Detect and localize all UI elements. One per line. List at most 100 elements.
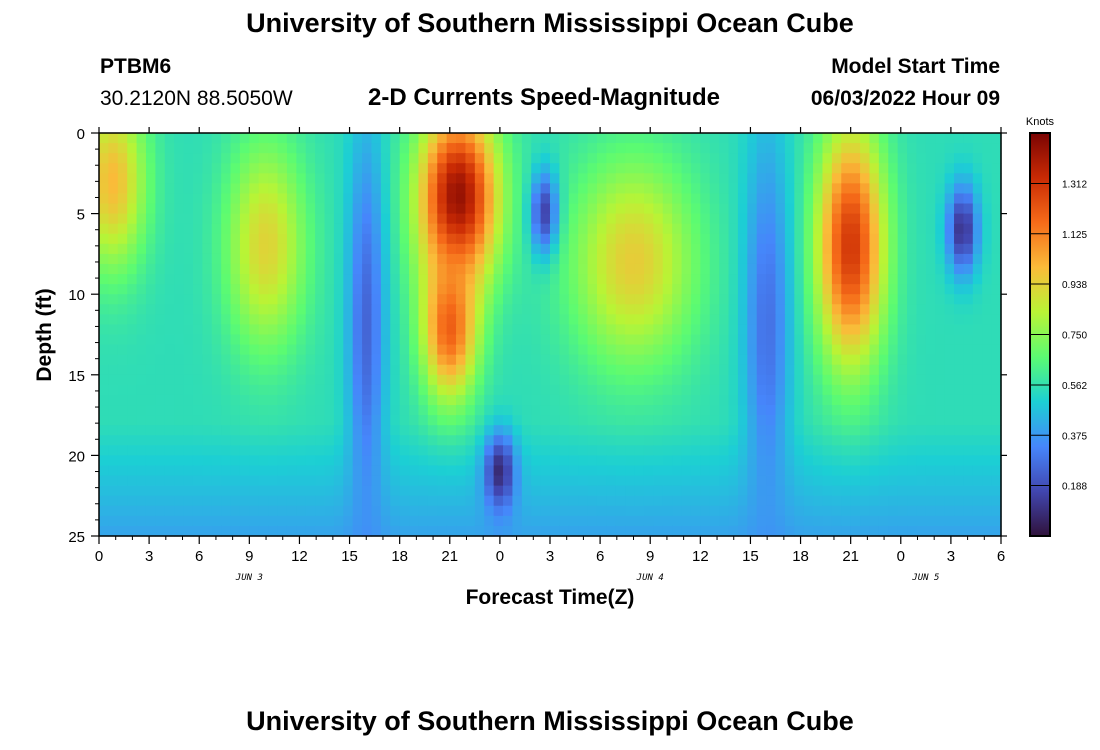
heatmap-cell [540, 163, 551, 174]
heatmap-cell [164, 384, 175, 396]
heatmap-cell [766, 143, 777, 154]
heatmap-cell [568, 344, 579, 356]
heatmap-cell [305, 435, 316, 446]
x-tick-label: 18 [792, 548, 809, 565]
heatmap-cell [202, 344, 213, 356]
heatmap-cell [155, 304, 166, 315]
heatmap-cell [493, 384, 504, 396]
heatmap-cell [615, 263, 626, 275]
heatmap-cell [258, 425, 269, 436]
heatmap-cell [531, 263, 542, 275]
heatmap-cell [634, 213, 645, 225]
heatmap-cell [681, 304, 692, 315]
heatmap-cell [268, 405, 279, 416]
heatmap-cell [155, 223, 166, 235]
heatmap-cell [371, 294, 382, 305]
heatmap-cell [869, 415, 880, 426]
heatmap-cell [456, 153, 467, 164]
heatmap-cell [747, 314, 758, 326]
heatmap-cell [690, 133, 701, 144]
heatmap-cell [352, 203, 363, 215]
heatmap-cell [700, 465, 711, 477]
heatmap-cell [493, 253, 504, 265]
heatmap-cell [615, 354, 626, 366]
heatmap-cell [399, 243, 410, 255]
heatmap-cell [249, 253, 260, 265]
heatmap-cell [230, 354, 241, 366]
heatmap-cell [916, 253, 927, 265]
heatmap-cell [916, 143, 927, 154]
heatmap-cell [897, 284, 908, 295]
heatmap-cell [709, 294, 720, 305]
heatmap-cell [249, 364, 260, 376]
heatmap-cell [813, 475, 824, 487]
heatmap-cell [756, 203, 767, 215]
heatmap-cell [418, 274, 429, 285]
heatmap-cell [164, 515, 175, 527]
heatmap-cell [587, 143, 598, 154]
heatmap-cell [362, 274, 373, 285]
heatmap-cell [907, 274, 918, 285]
heatmap-cell [474, 183, 485, 195]
heatmap-cell [474, 475, 485, 487]
heatmap-cell [305, 233, 316, 245]
heatmap-cell [615, 314, 626, 326]
heatmap-cell [963, 324, 974, 336]
heatmap-cell [362, 213, 373, 225]
heatmap-cell [183, 364, 194, 376]
heatmap-cell [418, 475, 429, 487]
heatmap-cell [907, 495, 918, 507]
heatmap-cell [343, 274, 354, 285]
heatmap-cell [559, 415, 570, 426]
heatmap-cell [596, 515, 607, 527]
heatmap-cell [521, 193, 532, 205]
heatmap-cell [587, 374, 598, 386]
heatmap-cell [982, 415, 993, 426]
heatmap-cell [521, 374, 532, 386]
heatmap-cell [794, 133, 805, 144]
heatmap-cell [456, 394, 467, 406]
heatmap-cell [446, 505, 457, 517]
x-tick-label: 3 [145, 548, 153, 565]
heatmap-cell [174, 415, 185, 426]
heatmap-cell [117, 193, 128, 205]
heatmap-cell [822, 384, 833, 396]
heatmap-cell [362, 143, 373, 154]
heatmap-cell [540, 263, 551, 275]
heatmap-cell [145, 435, 156, 446]
heatmap-cell [108, 173, 119, 184]
heatmap-cell [935, 274, 946, 285]
heatmap-cell [437, 173, 448, 184]
heatmap-cell [587, 344, 598, 356]
heatmap-cell [333, 515, 344, 527]
heatmap-cell [606, 284, 617, 295]
heatmap-cell [540, 203, 551, 215]
heatmap-cell [550, 415, 560, 426]
heatmap-cell [446, 304, 457, 315]
heatmap-cell [766, 505, 777, 517]
heatmap-cell [211, 233, 222, 245]
heatmap-cell [258, 173, 269, 184]
heatmap-cell [916, 233, 927, 245]
heatmap-cell [352, 253, 363, 265]
heatmap-cell [709, 354, 720, 366]
heatmap-cell [202, 334, 213, 346]
heatmap-cell [625, 294, 636, 305]
heatmap-cell [521, 243, 532, 255]
heatmap-cell [221, 213, 232, 225]
heatmap-cell [850, 324, 861, 336]
heatmap-cell [221, 304, 232, 315]
heatmap-cell [174, 173, 185, 184]
heatmap-cell [775, 334, 786, 346]
heatmap-cell [625, 485, 636, 497]
heatmap-cell [211, 133, 222, 144]
heatmap-cell [625, 233, 636, 245]
heatmap-cell [239, 143, 250, 154]
heatmap-cell [333, 455, 344, 467]
heatmap-cell [286, 233, 297, 245]
heatmap-cell [268, 133, 279, 144]
heatmap-cell [681, 505, 692, 517]
heatmap-cell [728, 515, 739, 527]
heatmap-cell [484, 183, 495, 195]
heatmap-cell [888, 243, 899, 255]
